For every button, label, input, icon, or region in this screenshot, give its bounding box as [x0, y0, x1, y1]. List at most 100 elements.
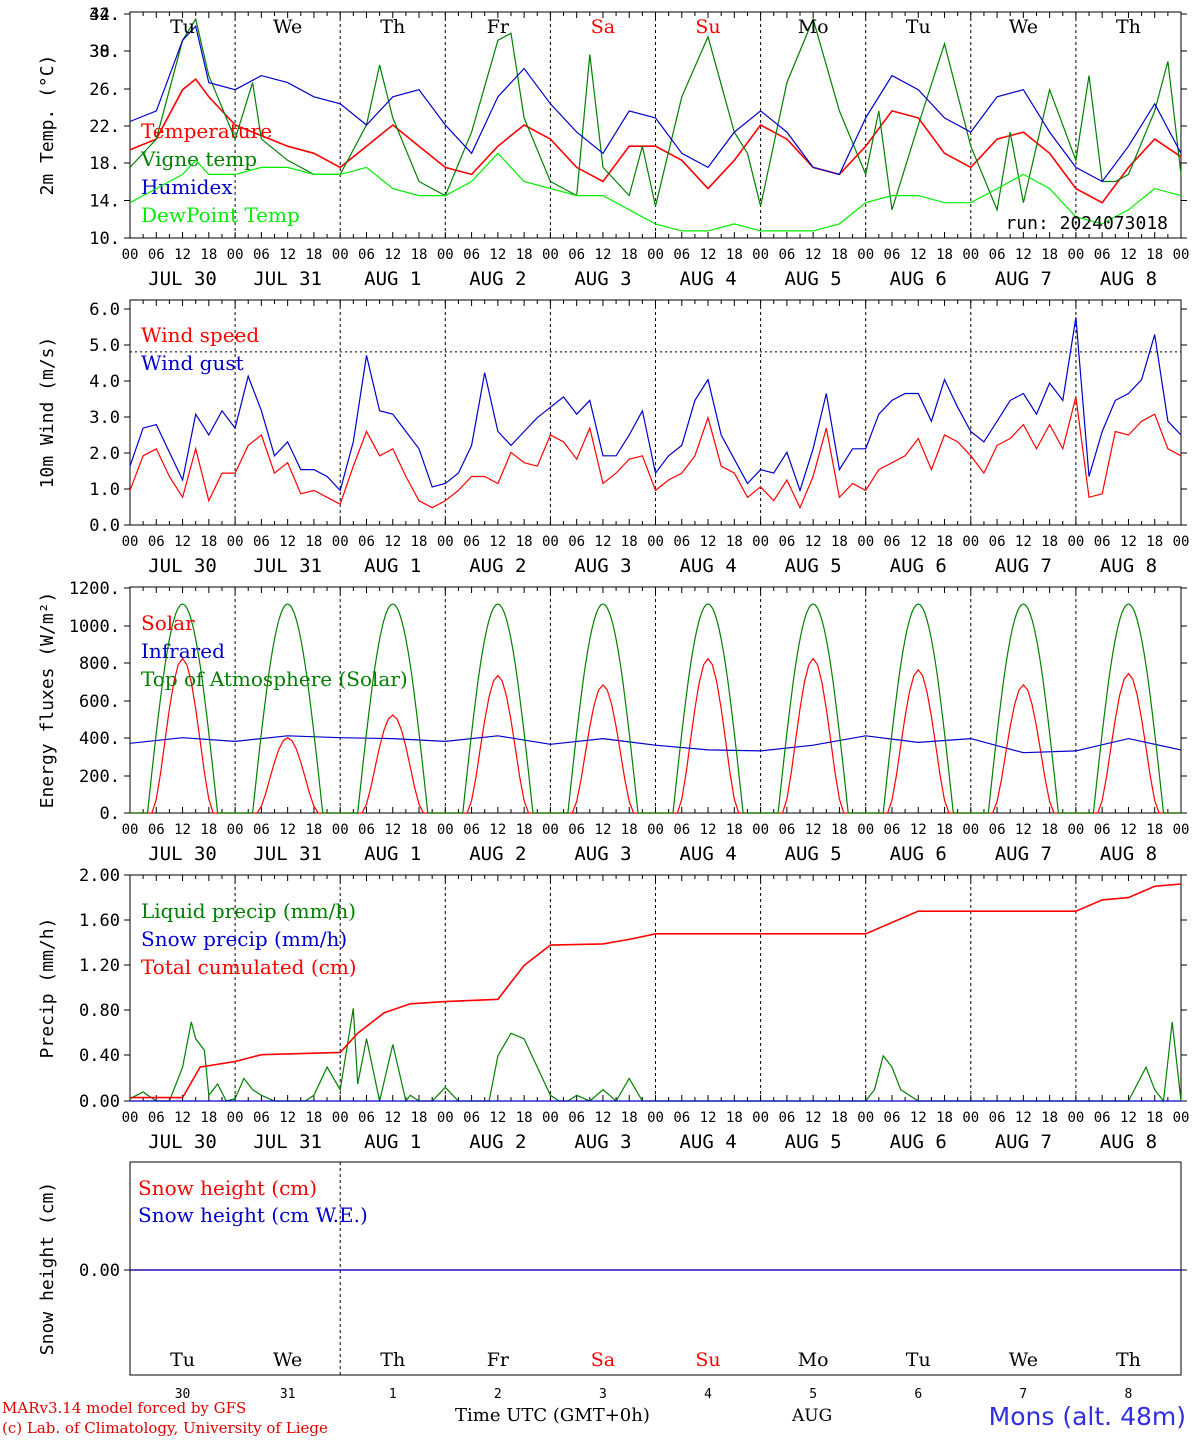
hour-label: 12	[910, 1110, 927, 1126]
hour-label: 00	[647, 1110, 664, 1126]
hour-label: 06	[778, 247, 795, 263]
hour-label: 18	[621, 822, 638, 838]
hour-label: 12	[174, 247, 191, 263]
hour-label: 12	[384, 1110, 401, 1126]
weekday-label: Fr	[487, 1349, 510, 1371]
hour-label: 06	[989, 1110, 1006, 1126]
date-label: JUL 31	[253, 1131, 322, 1153]
hour-label: 18	[411, 1110, 428, 1126]
hour-label: 12	[1120, 534, 1137, 550]
y-axis-label: 10m Wind (m/s)	[37, 337, 58, 489]
hour-label: 18	[726, 1110, 743, 1126]
hour-label: 00	[857, 247, 874, 263]
date-label: AUG 5	[785, 1131, 842, 1153]
hour-label: 12	[279, 534, 296, 550]
legend-entry: Total cumulated (cm)	[141, 955, 357, 979]
day-number-label: 5	[809, 1387, 817, 1402]
hour-label: 06	[358, 247, 375, 263]
hour-label: 18	[1041, 1110, 1058, 1126]
hour-label: 06	[253, 1110, 270, 1126]
hour-label: 06	[253, 247, 270, 263]
hour-label: 18	[936, 534, 953, 550]
hour-label: 12	[595, 822, 612, 838]
hour-label: 18	[516, 1110, 533, 1126]
hour-label: 00	[227, 534, 244, 550]
y-tick-label: 2.0	[89, 444, 120, 464]
weekday-label: Su	[695, 16, 720, 38]
date-label: AUG 4	[679, 268, 736, 290]
hour-label: 18	[831, 1110, 848, 1126]
hour-label: 12	[910, 534, 927, 550]
plot-frame	[129, 1161, 1182, 1376]
hour-label: 06	[148, 534, 165, 550]
hour-label: 00	[752, 1110, 769, 1126]
y-tick-label: 5.0	[89, 336, 120, 356]
date-label: AUG 3	[574, 268, 631, 290]
hour-label: 18	[726, 534, 743, 550]
date-label: AUG 5	[785, 843, 842, 865]
date-label: AUG 2	[469, 843, 526, 865]
hour-label: 18	[516, 247, 533, 263]
hour-label: 12	[279, 1110, 296, 1126]
day-number-label: 6	[914, 1387, 922, 1402]
y-axis-label: Snow height (cm)	[37, 1182, 58, 1355]
date-label: AUG 7	[995, 1131, 1052, 1153]
weekday-label: Su	[695, 1349, 720, 1371]
hour-label: 06	[463, 247, 480, 263]
date-label: AUG 3	[574, 555, 631, 577]
hour-label: 00	[227, 822, 244, 838]
hour-label: 06	[463, 1110, 480, 1126]
date-label: AUG 6	[890, 1131, 947, 1153]
weekday-label: Tu	[170, 16, 195, 38]
date-label: JUL 31	[253, 268, 322, 290]
panel-3: 0. 200. 400. 600. 800. 1000. 1200. Energy fluxe…	[37, 579, 1189, 865]
y-tick-label: 400.	[79, 729, 120, 749]
date-label: AUG 7	[995, 843, 1052, 865]
hour-label: 06	[673, 247, 690, 263]
hour-label: 12	[805, 534, 822, 550]
hour-label: 00	[857, 1110, 874, 1126]
weekday-label: We	[1009, 16, 1038, 38]
hour-label: 12	[595, 247, 612, 263]
hour-label: 06	[778, 1110, 795, 1126]
date-label: AUG 4	[679, 555, 736, 577]
bottom-axis-title: Time UTC (GMT+0h)	[455, 1405, 650, 1426]
y-axis-label: 2m Temp. (°C)	[37, 55, 58, 196]
hour-label: 12	[489, 534, 506, 550]
hour-label: 18	[200, 534, 217, 550]
hour-label: 06	[884, 534, 901, 550]
hour-label: 00	[542, 247, 559, 263]
hour-label: 18	[516, 534, 533, 550]
hour-label: 12	[910, 822, 927, 838]
hour-label: 18	[411, 822, 428, 838]
hour-label: 00	[1067, 1110, 1084, 1126]
hour-label: 18	[1146, 534, 1163, 550]
hour-label: 12	[489, 822, 506, 838]
hour-label: 06	[778, 822, 795, 838]
hour-label: 00	[752, 534, 769, 550]
series-line	[130, 603, 1181, 814]
y-tick-label: 0.0	[89, 516, 120, 536]
y-tick-label: 26.	[89, 80, 120, 100]
series-line	[129, 317, 1182, 493]
hour-label: 12	[174, 822, 191, 838]
hour-label: 12	[1120, 822, 1137, 838]
hour-label: 00	[1067, 822, 1084, 838]
date-label: AUG 3	[574, 1131, 631, 1153]
legend-entry: Liquid precip (mm/h)	[141, 899, 356, 923]
y-tick-label: 1.0	[89, 480, 120, 500]
hour-label: 06	[673, 534, 690, 550]
legend-entry: DewPoint Temp	[141, 203, 300, 227]
hour-label: 18	[305, 822, 322, 838]
hour-label: 00	[752, 822, 769, 838]
hour-label: 06	[1094, 1110, 1111, 1126]
hour-label: 18	[200, 1110, 217, 1126]
legend-entry: Top of Atmosphere (Solar)	[141, 667, 408, 691]
hour-label: 06	[253, 822, 270, 838]
y-tick-label: 1200.	[69, 579, 120, 599]
hour-label: 00	[1173, 822, 1190, 838]
hour-label: 06	[148, 1110, 165, 1126]
hour-label: 12	[700, 822, 717, 838]
hour-label: 00	[437, 822, 454, 838]
